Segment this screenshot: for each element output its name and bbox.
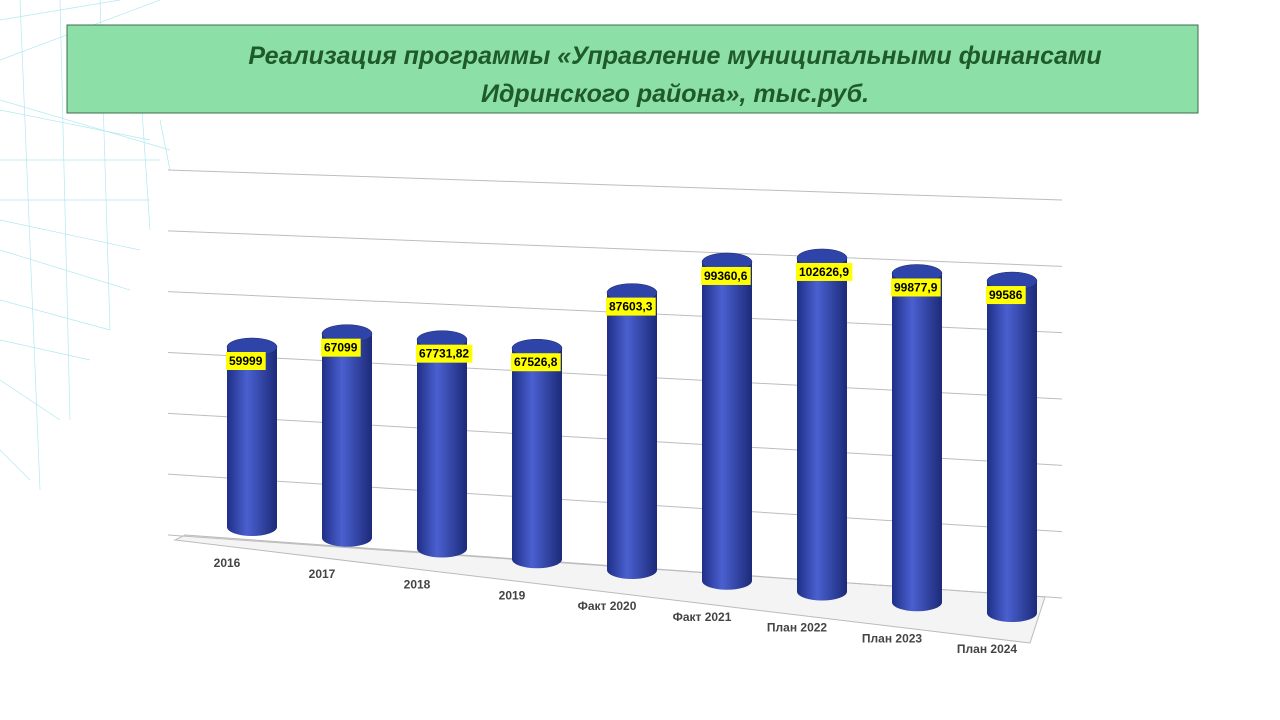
cylinder: [701, 252, 753, 590]
value-label-box: [226, 352, 266, 371]
x-tick-label: 2019: [499, 588, 526, 602]
cylinder: [321, 324, 373, 547]
value-label-box: [796, 262, 853, 281]
bar: [417, 339, 467, 558]
value-label: 67731,82: [419, 347, 469, 361]
bar: [607, 292, 657, 579]
x-tick-label: 2016: [214, 556, 241, 570]
x-tick-label: План 2024: [957, 642, 1018, 656]
value-label-box: [986, 286, 1026, 305]
cylinder: [226, 337, 278, 536]
bar: [702, 261, 752, 590]
bar: [322, 333, 372, 547]
value-label: 99877,9: [894, 280, 938, 294]
bar: [892, 273, 942, 612]
value-label: 99360,6: [704, 269, 748, 283]
x-tick-label: План 2022: [767, 621, 828, 635]
cylinder: [796, 248, 848, 601]
value-label: 59999: [229, 354, 263, 368]
grid-line: [167, 169, 1063, 201]
bar: [797, 257, 847, 601]
x-tick-label: Факт 2020: [578, 599, 637, 613]
bar: [987, 281, 1037, 622]
cylinder: [606, 283, 658, 579]
title-box: [66, 24, 1199, 114]
value-label: 102626,9: [799, 265, 849, 279]
x-tick-label: Факт 2021: [673, 610, 732, 624]
cylinder: [891, 264, 943, 612]
chart-title: Реализация программы «Управление муницип…: [248, 42, 1101, 70]
cylinder: [416, 330, 468, 558]
x-tick-label: 2018: [404, 578, 431, 592]
cylinder: [986, 271, 1038, 622]
value-label-box: [891, 278, 941, 297]
value-label-box: [701, 266, 751, 285]
value-label: 67526,8: [514, 355, 558, 369]
bar: [512, 348, 562, 569]
x-tick-label: План 2023: [862, 631, 923, 645]
value-label-box: [416, 344, 473, 363]
background-mesh: [0, 0, 171, 491]
x-tick-label: 2017: [309, 567, 336, 581]
value-label-box: [606, 297, 656, 316]
chart-title: Идринского района», тыс.руб.: [481, 80, 869, 108]
bar: [227, 347, 277, 536]
value-label: 87603,3: [609, 300, 653, 314]
value-label: 99586: [989, 288, 1023, 302]
value-label: 67099: [324, 341, 358, 355]
value-label-box: [321, 338, 361, 357]
cylinder: [511, 338, 563, 569]
value-label-box: [511, 353, 561, 372]
grid-line: [167, 230, 1063, 267]
